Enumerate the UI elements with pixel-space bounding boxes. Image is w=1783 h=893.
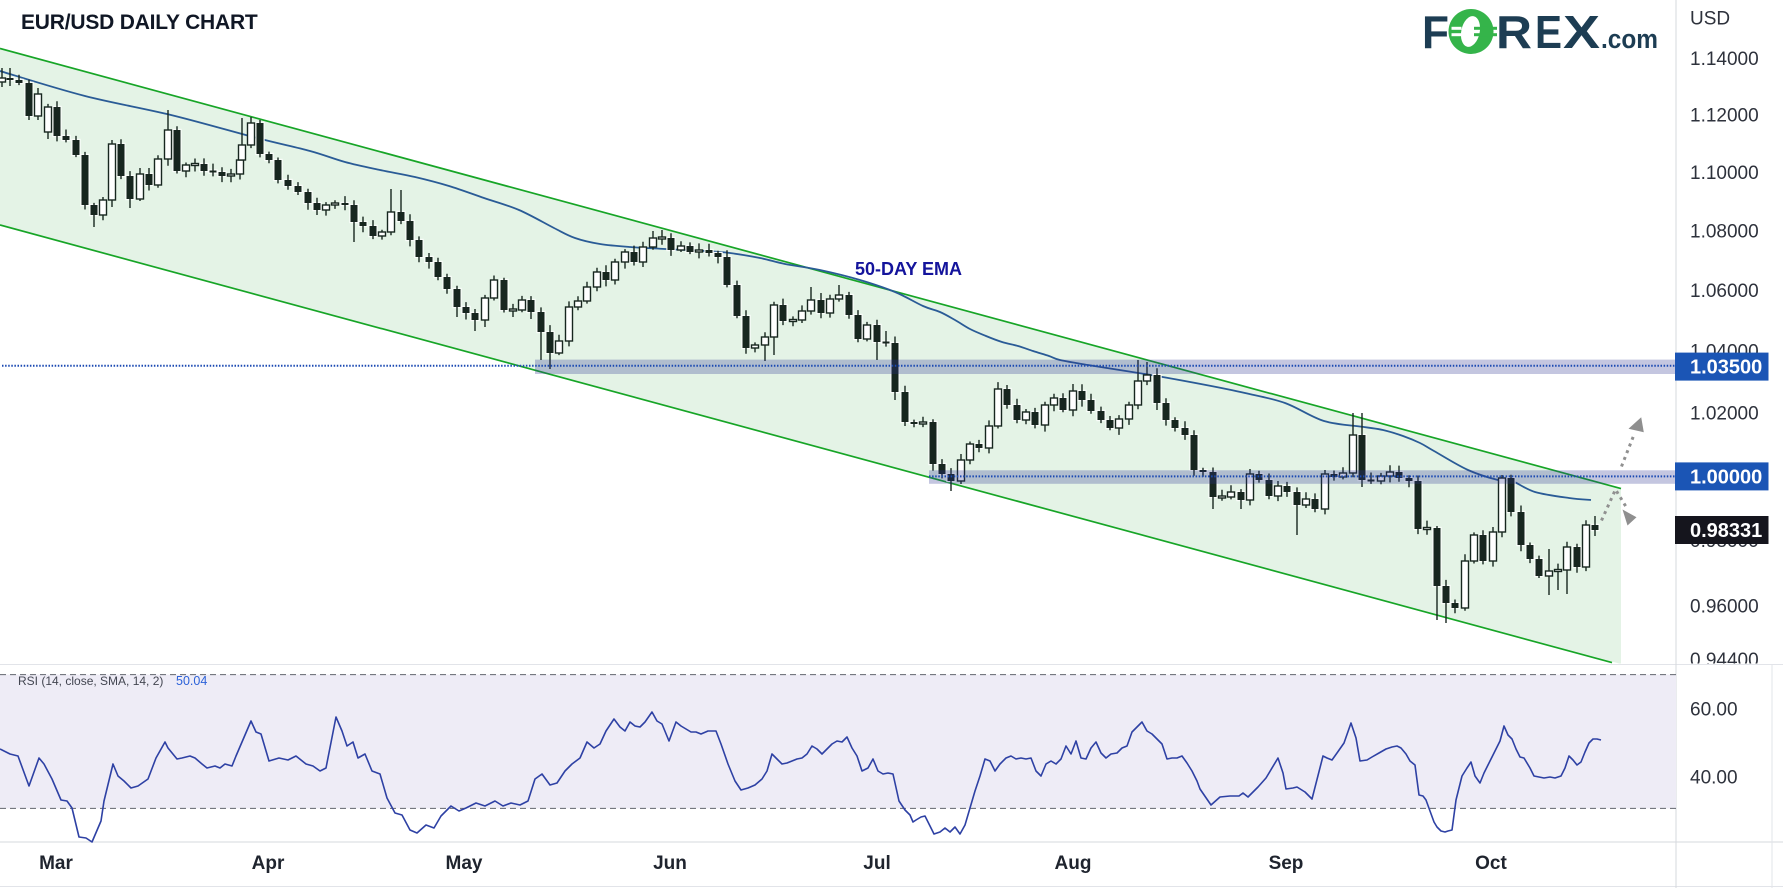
svg-text:1.08000: 1.08000 <box>1690 221 1759 242</box>
svg-text:Jun: Jun <box>653 853 687 874</box>
svg-text:Mar: Mar <box>39 853 73 874</box>
svg-text:Oct: Oct <box>1475 853 1507 874</box>
svg-text:0.98331: 0.98331 <box>1690 520 1762 542</box>
svg-text:50-DAY EMA: 50-DAY EMA <box>855 259 962 279</box>
svg-text:USD: USD <box>1690 9 1730 30</box>
svg-text:40.00: 40.00 <box>1690 767 1738 788</box>
svg-text:1.03500: 1.03500 <box>1690 357 1762 379</box>
svg-text:0.94400: 0.94400 <box>1690 650 1759 671</box>
svg-text:1.02000: 1.02000 <box>1690 403 1759 424</box>
svg-text:X: X <box>1563 6 1600 58</box>
svg-text:Sep: Sep <box>1269 853 1304 874</box>
svg-text:1.10000: 1.10000 <box>1690 163 1759 184</box>
svg-text:E: E <box>1535 6 1562 58</box>
svg-text:60.00: 60.00 <box>1690 699 1738 720</box>
svg-text:Jul: Jul <box>863 853 890 874</box>
svg-text:EUR/USD DAILY CHART: EUR/USD DAILY CHART <box>21 11 258 34</box>
svg-text:1.14000: 1.14000 <box>1690 49 1759 70</box>
svg-text:Apr: Apr <box>252 853 285 874</box>
svg-text:RSI (14, close, SMA, 14, 2): RSI (14, close, SMA, 14, 2) <box>18 674 163 688</box>
svg-text:0.96000: 0.96000 <box>1690 597 1759 618</box>
svg-text:1.06000: 1.06000 <box>1690 281 1759 302</box>
svg-text:50.04: 50.04 <box>176 674 207 688</box>
svg-text:R: R <box>1496 6 1532 58</box>
svg-text:.com: .com <box>1601 24 1658 54</box>
svg-text:May: May <box>446 853 483 874</box>
svg-text:1.00000: 1.00000 <box>1690 466 1762 488</box>
svg-text:F: F <box>1422 6 1449 58</box>
svg-text:1.12000: 1.12000 <box>1690 106 1759 127</box>
svg-text:Aug: Aug <box>1055 853 1092 874</box>
